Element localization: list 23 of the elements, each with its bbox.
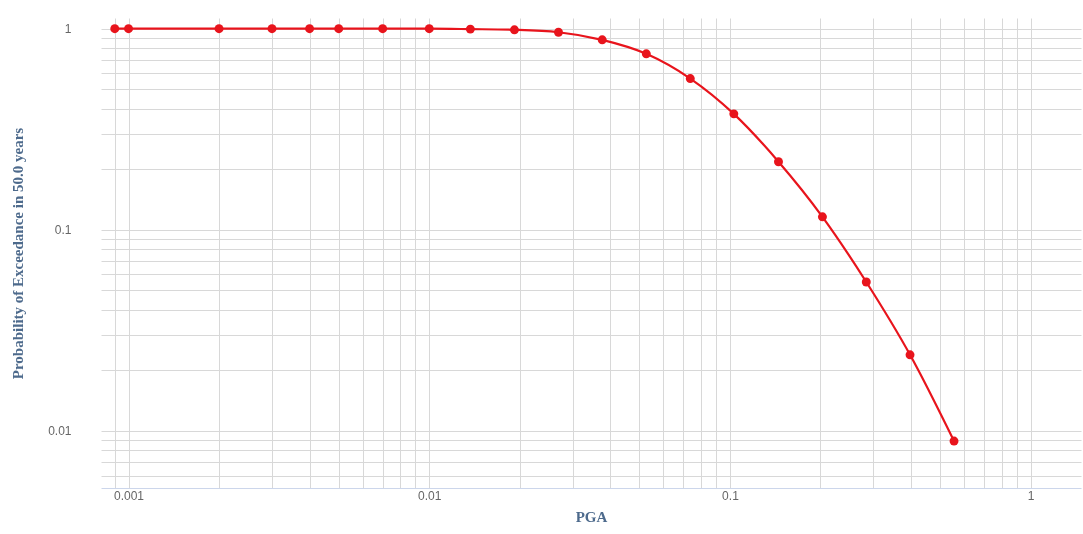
x-tick-label: 0.001 (114, 488, 145, 503)
x-axis-title: PGA (575, 508, 608, 525)
point (949, 436, 959, 446)
point (905, 350, 915, 360)
point (685, 74, 695, 83)
y-tick-label: 0.01 (48, 424, 72, 439)
x-tick-label: 0.1 (722, 488, 740, 503)
x-tick-label: 1 (1027, 488, 1035, 503)
point (641, 49, 651, 59)
y-tick-label: 1 (64, 22, 72, 37)
point (597, 35, 607, 45)
point (465, 24, 475, 34)
point (774, 157, 783, 167)
y-tick-label: 0.1 (54, 223, 72, 238)
point (554, 27, 563, 37)
point (729, 109, 739, 119)
point (861, 277, 871, 287)
point (378, 24, 388, 34)
y-axis-title: Probability of Exceedance in 50.0 years (10, 127, 27, 380)
point (509, 25, 519, 35)
point (817, 212, 827, 222)
point (334, 24, 344, 34)
x-tick-label: 0.01 (418, 488, 442, 503)
